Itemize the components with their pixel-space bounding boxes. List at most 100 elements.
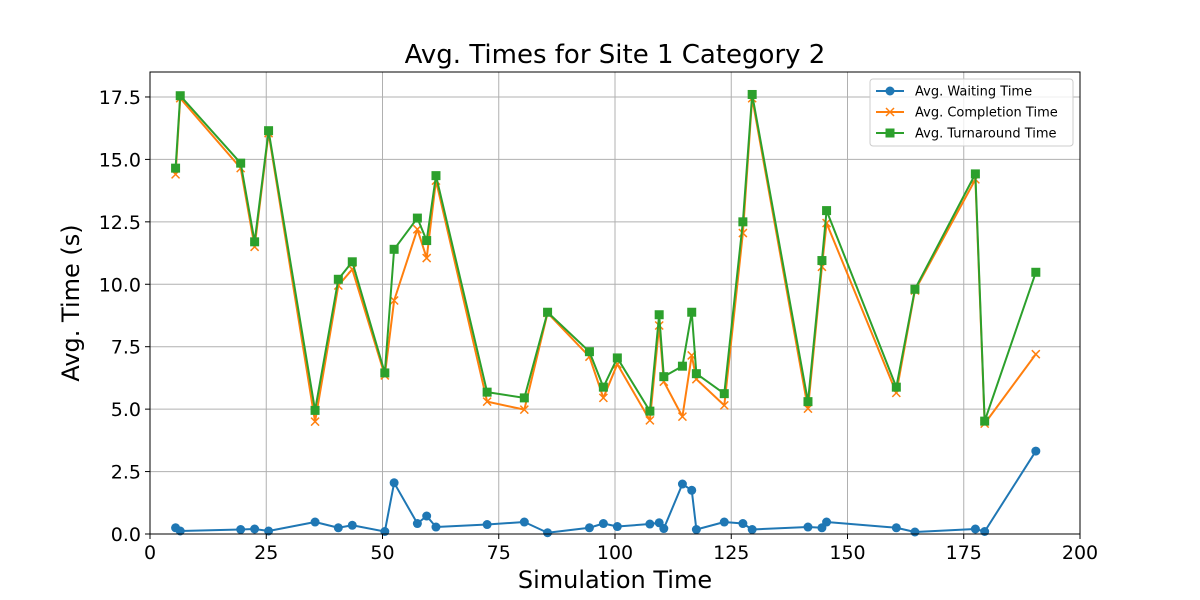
- data-point: [822, 517, 832, 527]
- data-point: [482, 387, 492, 397]
- data-point: [236, 525, 246, 535]
- data-point: [677, 412, 687, 422]
- data-point: [980, 416, 990, 426]
- x-tick-label: 25: [254, 542, 278, 564]
- legend-marker: [885, 86, 895, 96]
- data-point: [482, 397, 492, 407]
- y-tick-label: 5.0: [111, 399, 141, 421]
- data-point: [687, 485, 697, 495]
- data-point: [598, 519, 608, 529]
- data-point: [612, 522, 622, 532]
- series-line: [174, 97, 1037, 425]
- data-point: [803, 522, 813, 532]
- data-point: [333, 274, 343, 284]
- series-3: [171, 89, 1041, 426]
- data-point: [654, 310, 664, 320]
- data-point: [910, 284, 920, 294]
- data-point: [171, 163, 181, 173]
- x-tick-label: 100: [597, 542, 633, 564]
- data-point: [677, 479, 687, 489]
- legend-marker: [885, 107, 895, 117]
- data-point: [738, 217, 748, 227]
- legend-label: Avg. Turnaround Time: [915, 127, 1057, 142]
- data-point: [310, 405, 320, 415]
- data-point: [422, 236, 432, 246]
- data-point: [612, 353, 622, 363]
- data-point: [519, 405, 529, 415]
- legend: Avg. Waiting Time Avg. Completion Time Avg…: [869, 78, 1074, 147]
- data-point: [431, 171, 441, 181]
- data-point: [817, 256, 827, 266]
- legend-marker: [885, 128, 895, 138]
- data-point: [412, 213, 422, 223]
- legend-label: Avg. Completion Time: [915, 106, 1058, 121]
- legend-entry: Avg. Turnaround Time: [876, 127, 1057, 142]
- data-point: [1031, 349, 1041, 359]
- data-point: [891, 523, 901, 533]
- data-point: [645, 406, 655, 416]
- data-point: [250, 524, 260, 534]
- data-point: [891, 382, 901, 392]
- data-point: [175, 526, 185, 536]
- legend-entry: Avg. Waiting Time: [876, 85, 1032, 100]
- y-tick-label: 17.5: [99, 87, 141, 109]
- data-point: [645, 415, 655, 425]
- data-point: [584, 523, 594, 533]
- data-point: [264, 126, 274, 136]
- tick-layer: 0 25 50 75 100 125 150 175 200 0.0 2.5 5.0 7.5 10.0 12…: [99, 87, 1098, 564]
- data-point: [310, 517, 320, 527]
- x-tick-label: 50: [370, 542, 394, 564]
- data-point: [691, 369, 701, 379]
- data-point: [645, 519, 655, 529]
- x-tick-label: 150: [829, 542, 865, 564]
- data-point: [598, 393, 608, 403]
- data-point: [482, 520, 492, 530]
- data-point: [584, 347, 594, 357]
- data-point: [519, 393, 529, 403]
- data-point: [175, 91, 185, 101]
- data-point: [543, 307, 553, 317]
- x-tick-label: 75: [487, 542, 511, 564]
- data-point: [543, 528, 553, 538]
- chart-title: Avg. Times for Site 1 Category 2: [405, 40, 826, 70]
- x-tick-label: 200: [1062, 542, 1098, 564]
- data-point: [747, 89, 757, 99]
- data-point: [719, 400, 729, 410]
- x-tick-label: 125: [713, 542, 749, 564]
- legend-box: [869, 78, 1074, 147]
- data-point: [747, 525, 757, 535]
- data-point: [687, 307, 697, 317]
- data-point: [431, 522, 441, 532]
- y-tick-label: 2.5: [111, 462, 141, 484]
- data-point: [719, 517, 729, 527]
- data-point: [822, 206, 832, 216]
- data-point: [310, 417, 320, 427]
- data-point: [422, 511, 432, 521]
- data-point: [389, 478, 399, 488]
- data-point: [677, 361, 687, 371]
- data-point: [738, 519, 748, 529]
- legend-entry: Avg. Completion Time: [876, 106, 1058, 121]
- y-axis-label: Avg. Time (s): [57, 224, 85, 381]
- legend-label: Avg. Waiting Time: [915, 85, 1032, 100]
- data-point: [412, 519, 422, 529]
- data-point: [422, 253, 432, 263]
- data-point: [719, 389, 729, 399]
- data-point: [264, 526, 274, 536]
- data-point: [250, 237, 260, 247]
- data-point: [380, 527, 390, 537]
- data-point: [1031, 446, 1041, 456]
- series-layer: [171, 89, 1041, 538]
- data-point: [347, 520, 357, 530]
- data-point: [333, 523, 343, 533]
- data-point: [980, 527, 990, 537]
- data-point: [347, 257, 357, 267]
- series-1: [171, 446, 1041, 538]
- data-point: [910, 527, 920, 537]
- data-point: [519, 517, 529, 527]
- y-tick-label: 15.0: [99, 149, 141, 171]
- data-point: [691, 525, 701, 535]
- data-point: [1031, 267, 1041, 277]
- x-tick-label: 175: [946, 542, 982, 564]
